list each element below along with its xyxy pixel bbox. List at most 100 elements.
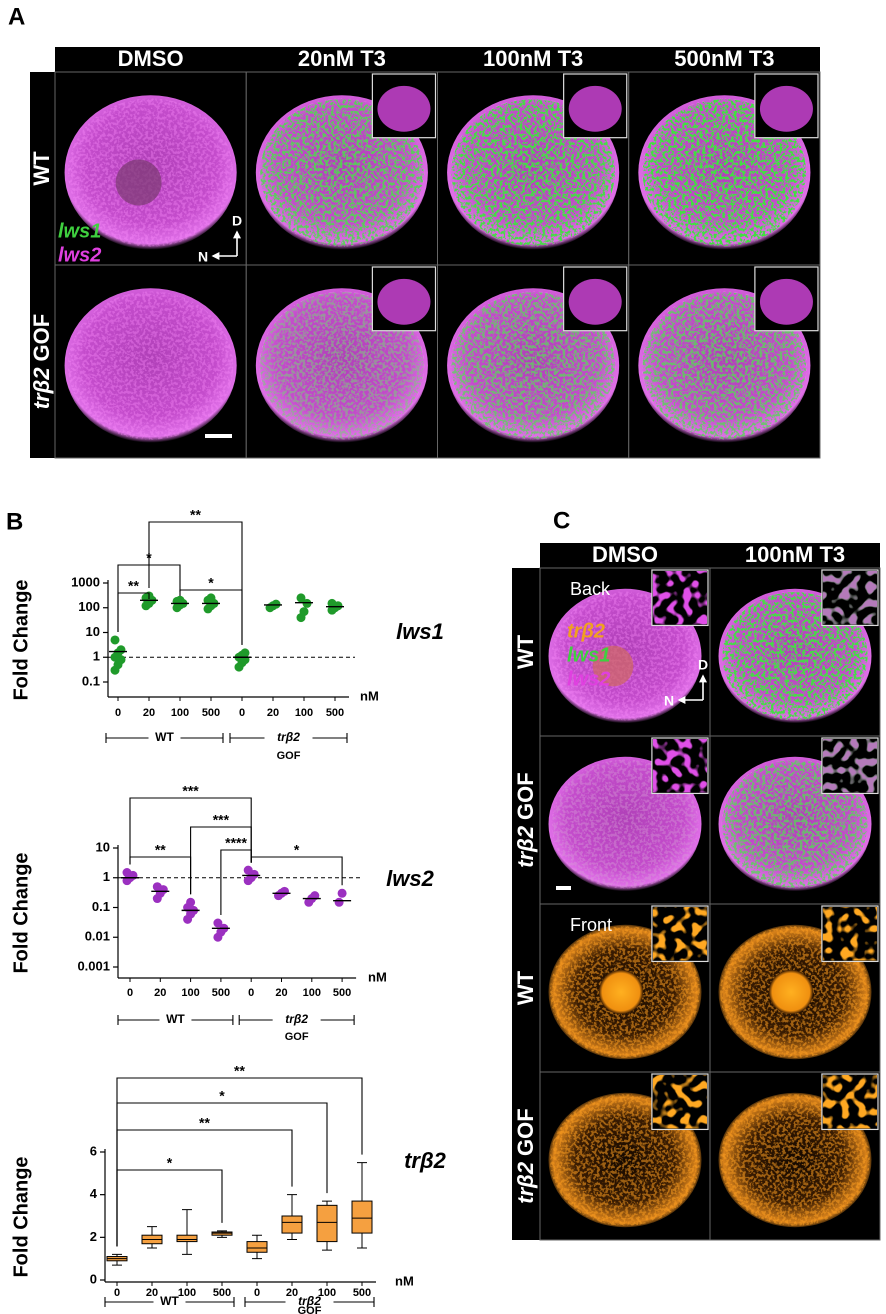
y-tick-label: 0: [90, 1271, 97, 1286]
legend-entry: lws1: [567, 644, 610, 666]
legend-entry: lws1: [58, 220, 101, 242]
significance-label: *: [219, 1088, 225, 1104]
row-gene: trβ2: [29, 367, 54, 410]
row-suffix: GOF: [513, 1108, 538, 1156]
legend-entry: lws2: [567, 668, 610, 690]
significance-bracket: [220, 849, 252, 916]
whisker-low: [112, 1260, 122, 1266]
x-tick-label: 100: [178, 1287, 196, 1299]
image-cell: [539, 735, 711, 905]
significance-bracket: [129, 856, 192, 895]
inset-texture: [822, 739, 877, 793]
image-cell: [437, 264, 630, 459]
y-tick-label: 0.001: [77, 958, 110, 973]
inset-retina: [759, 85, 813, 132]
x-tick-label: 100: [181, 987, 199, 999]
row-label-bar: [512, 568, 540, 1240]
data-point: [280, 886, 289, 896]
box: [351, 1200, 373, 1234]
y-tick-label: 1: [103, 869, 110, 884]
data-point: [206, 593, 216, 603]
whisker-low: [147, 1243, 157, 1249]
image-cell: [628, 71, 821, 266]
significance-label: *: [167, 1155, 173, 1171]
row-label: WT: [513, 634, 538, 669]
significance-bracket: [250, 856, 343, 886]
data-point: [186, 897, 196, 907]
lens: [768, 969, 814, 1015]
image-cell: [245, 264, 438, 459]
inset-texture: [822, 1075, 877, 1129]
y-tick-label: 0.1: [92, 899, 110, 914]
row-label-bar: [30, 72, 55, 458]
y-tick-label: 1000: [71, 574, 100, 589]
significance-label: **: [128, 578, 139, 594]
data-point: [240, 648, 250, 658]
gene-label: lws1: [396, 619, 444, 644]
significance-bracket: [148, 521, 243, 645]
data-point: [271, 599, 281, 609]
gene-label: trβ2: [404, 1148, 447, 1173]
legend-entry: lws2: [58, 244, 101, 266]
image-cell: [709, 567, 881, 737]
row-suffix: GOF: [29, 314, 54, 362]
group-bracket: [104, 1297, 235, 1307]
inset-retina: [377, 85, 431, 132]
whisker-high: [357, 1162, 367, 1202]
image-cell: [54, 264, 247, 459]
axis-dorsal: D: [698, 657, 708, 673]
data-point: [110, 635, 120, 645]
column-header: DMSO: [592, 542, 658, 567]
data-point: [175, 595, 185, 605]
y-tick-label: 10: [96, 839, 110, 854]
data-point: [243, 865, 253, 875]
x-tick-label: 0: [115, 707, 121, 719]
y-tick-label: 1: [93, 649, 100, 664]
lens: [598, 969, 644, 1015]
row-label: trβ2 GOF: [29, 314, 54, 409]
inset-texture: [652, 739, 707, 793]
inset-texture: [652, 571, 707, 625]
image-cell: [709, 735, 881, 905]
inset-texture: [652, 907, 707, 961]
x-tick-label: 20: [154, 987, 166, 999]
column-header: 100nM T3: [483, 46, 583, 71]
image-cell: [539, 1071, 711, 1241]
significance-label: *: [208, 575, 214, 591]
x-tick-label: 500: [326, 707, 344, 719]
y-axis-label: Fold Change: [10, 579, 32, 700]
group-bracket: [238, 1015, 355, 1025]
x-tick-label: 100: [171, 707, 189, 719]
view-label: Back: [570, 579, 611, 599]
group-label: WT: [160, 1294, 179, 1308]
whisker-high: [252, 1234, 262, 1242]
panel-label: A: [8, 3, 25, 30]
legend-entry: trβ2: [567, 620, 605, 642]
box: [211, 1231, 233, 1236]
gene-label: lws2: [386, 866, 434, 891]
significance-label: **: [190, 507, 201, 523]
significance-bracket: [116, 1129, 293, 1247]
x-tick-label: 0: [254, 1287, 260, 1299]
column-header: DMSO: [118, 46, 184, 71]
significance-label: *: [294, 842, 300, 858]
x-tick-label: 500: [333, 987, 351, 999]
x-tick-label: 500: [353, 1287, 371, 1299]
group-bracket: [117, 1015, 234, 1025]
whisker-low: [252, 1252, 262, 1260]
x-tick-label: 100: [295, 707, 313, 719]
box: [246, 1241, 268, 1253]
x-unit: nM: [395, 1273, 414, 1288]
group-sublabel: GOF: [285, 1031, 309, 1043]
row-label: trβ2 GOF: [513, 1108, 538, 1203]
lens-region: [115, 159, 162, 206]
data-point: [122, 868, 132, 878]
row-suffix: GOF: [513, 772, 538, 820]
x-unit: nM: [368, 969, 387, 984]
y-tick-label: 6: [90, 1143, 97, 1158]
group-label: WT: [166, 1012, 185, 1026]
data-point: [337, 888, 347, 898]
inset-retina: [759, 278, 813, 325]
group-label: trβ2: [277, 730, 300, 744]
